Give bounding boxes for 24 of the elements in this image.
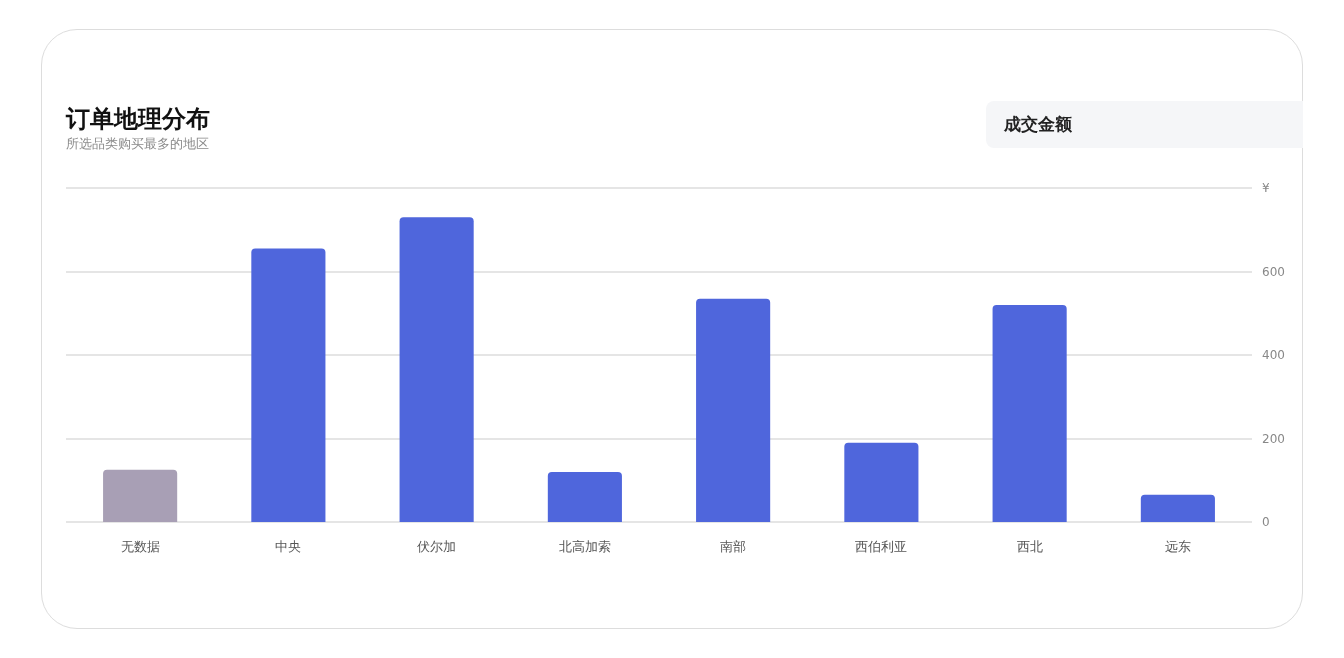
chart-subtitle: 所选品类购买最多的地区	[66, 136, 209, 151]
bar	[547, 471, 622, 522]
x-tick-label: 远东	[1164, 539, 1191, 554]
chart-title: 订单地理分布	[65, 105, 210, 133]
bar	[696, 298, 771, 522]
x-tick-label: 西北	[1016, 539, 1043, 554]
x-tick-label: 南部	[720, 539, 747, 554]
x-tick-label: 中央	[275, 539, 302, 554]
bar	[1140, 494, 1215, 522]
bar	[103, 469, 178, 522]
y-tick-label: 200	[1262, 431, 1285, 446]
text: 成交金额	[986, 101, 1303, 148]
y-tick-label: 600	[1262, 264, 1285, 279]
bar	[844, 442, 919, 522]
bar	[992, 304, 1067, 522]
y-tick-label: ¥	[1262, 181, 1270, 195]
y-tick-label: 0	[1262, 515, 1270, 529]
x-tick-label: 北高加索	[558, 539, 611, 554]
bar	[251, 248, 326, 522]
y-tick-label: 400	[1262, 348, 1285, 362]
x-tick-label: 无数据	[120, 539, 160, 554]
bar	[399, 217, 474, 522]
x-tick-label: 西伯利亚	[855, 539, 908, 554]
x-tick-label: 伏尔加	[417, 539, 457, 554]
